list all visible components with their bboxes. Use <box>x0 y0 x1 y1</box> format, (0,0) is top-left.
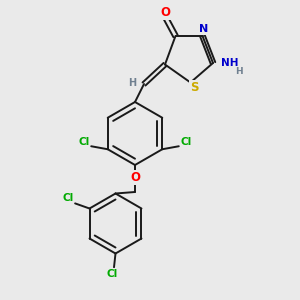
Text: O: O <box>160 6 170 20</box>
Text: Cl: Cl <box>62 193 74 203</box>
Text: NH: NH <box>221 58 238 68</box>
Text: N: N <box>200 24 208 34</box>
Text: H: H <box>128 77 137 88</box>
Text: H: H <box>235 68 242 76</box>
Text: S: S <box>190 81 198 94</box>
Text: Cl: Cl <box>181 137 192 147</box>
Text: Cl: Cl <box>107 269 118 279</box>
Text: Cl: Cl <box>78 137 89 147</box>
Text: O: O <box>130 171 140 184</box>
